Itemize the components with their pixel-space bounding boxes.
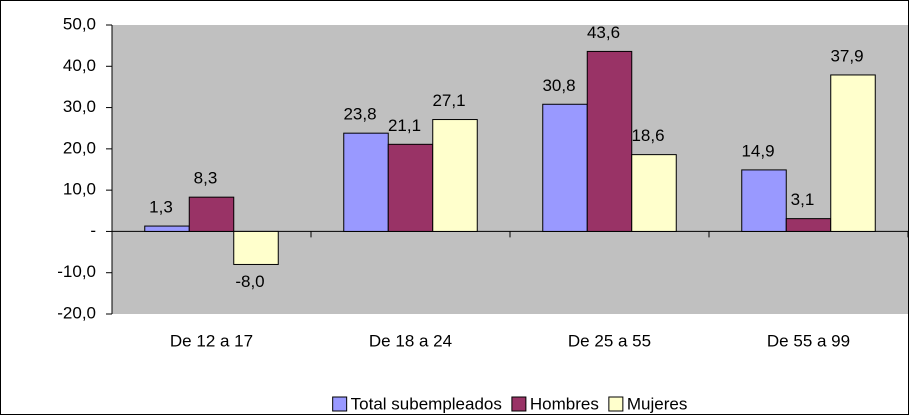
plot-area	[112, 25, 908, 314]
bar	[188, 196, 235, 232]
data-label: -8,0	[235, 272, 264, 291]
x-tick-label: De 25 a 55	[568, 331, 651, 350]
y-tick-label: -	[90, 221, 96, 240]
y-tick-label: -10,0	[57, 262, 96, 281]
data-label: 21,1	[388, 116, 421, 135]
legend-label: Mujeres	[627, 394, 687, 413]
y-tick-label: 30,0	[63, 97, 96, 116]
data-label: 23,8	[343, 105, 376, 124]
legend-swatch	[511, 396, 527, 412]
bar	[144, 225, 190, 232]
bar	[830, 74, 876, 232]
data-label: 30,8	[542, 76, 575, 95]
y-tick-label: 50,0	[63, 14, 96, 33]
bar	[387, 143, 434, 232]
data-label: 27,1	[432, 91, 465, 110]
y-tick-label: 10,0	[63, 180, 96, 199]
x-tick-label: De 55 a 99	[767, 331, 850, 350]
bar	[631, 154, 677, 232]
data-label: 43,6	[587, 23, 620, 42]
y-tick-label: -20,0	[57, 303, 96, 322]
bar	[785, 218, 832, 232]
legend-swatch	[608, 396, 624, 412]
bar	[741, 169, 787, 232]
data-label: 3,1	[791, 190, 815, 209]
bar	[233, 230, 279, 265]
bar	[586, 50, 633, 232]
x-tick-label: De 12 a 17	[170, 331, 253, 350]
bar	[432, 119, 478, 232]
data-label: 18,6	[631, 126, 664, 145]
x-tick-label: De 18 a 24	[369, 331, 452, 350]
bar	[542, 103, 588, 232]
data-label: 14,9	[741, 141, 774, 160]
y-tick-label: 40,0	[63, 56, 96, 75]
data-label: 1,3	[149, 198, 173, 217]
legend-swatch	[332, 396, 348, 412]
legend-label: Hombres	[530, 394, 599, 413]
y-tick-label: 20,0	[63, 138, 96, 157]
data-label: 8,3	[194, 169, 218, 188]
bar	[343, 132, 389, 232]
legend-label: Total subempleados	[351, 394, 502, 413]
data-label: 37,9	[830, 46, 863, 65]
